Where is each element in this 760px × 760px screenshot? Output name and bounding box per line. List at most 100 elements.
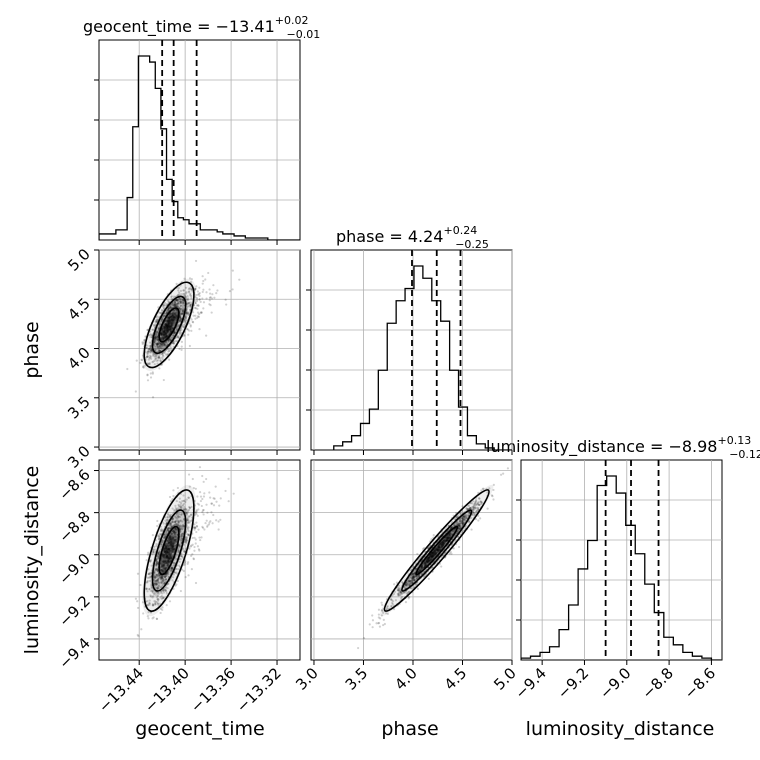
sample-point xyxy=(175,311,178,314)
sample-point xyxy=(161,557,164,561)
sample-point xyxy=(436,549,439,553)
sample-point xyxy=(165,561,168,565)
sample-point xyxy=(440,544,444,547)
sample-point xyxy=(161,344,164,347)
sample-point xyxy=(210,502,214,505)
sample-point xyxy=(155,583,158,586)
sample-point xyxy=(432,533,435,537)
sample-point xyxy=(499,473,503,476)
sample-point xyxy=(173,318,176,321)
sample-point xyxy=(161,553,165,556)
sample-point xyxy=(165,324,168,328)
sample-point xyxy=(171,547,174,550)
sample-point xyxy=(172,489,175,492)
sample-point xyxy=(151,617,154,620)
sample-point xyxy=(167,317,171,320)
sample-point xyxy=(163,550,167,553)
sample-point xyxy=(167,341,170,344)
sample-point xyxy=(461,523,465,526)
sample-point xyxy=(209,496,212,499)
sample-point xyxy=(159,565,162,569)
density-level-0 xyxy=(142,278,196,371)
sample-point xyxy=(212,504,216,507)
sample-point xyxy=(167,560,170,563)
sample-point xyxy=(168,325,171,329)
sample-point xyxy=(462,519,465,522)
sample-point xyxy=(161,564,164,568)
sample-point xyxy=(181,307,184,311)
sample-point xyxy=(186,526,189,529)
sample-point xyxy=(181,325,184,328)
sample-point xyxy=(157,537,161,540)
sample-point xyxy=(371,619,375,622)
sample-point xyxy=(180,537,183,540)
sample-point xyxy=(162,591,166,594)
sample-point xyxy=(149,356,152,359)
sample-point xyxy=(465,507,468,510)
sample-point xyxy=(156,318,159,321)
sample-point xyxy=(176,334,179,337)
sample-point xyxy=(175,299,179,302)
sample-point xyxy=(161,356,164,359)
sample-point xyxy=(163,343,166,346)
sample-point xyxy=(164,519,167,522)
sample-point xyxy=(166,539,169,542)
sample-point xyxy=(187,533,190,536)
sample-point xyxy=(159,337,163,340)
sample-point xyxy=(186,305,189,309)
sample-point xyxy=(170,295,173,298)
sample-point xyxy=(430,555,434,558)
sample-point xyxy=(184,540,187,543)
sample-point xyxy=(215,292,218,295)
sample-point xyxy=(179,300,182,303)
sample-point xyxy=(154,346,157,349)
sample-point xyxy=(165,551,169,554)
sample-point xyxy=(189,324,192,327)
sample-point xyxy=(164,560,167,563)
sample-point xyxy=(415,577,418,580)
sample-point xyxy=(429,555,433,558)
sample-point xyxy=(149,351,152,354)
sample-point xyxy=(416,559,420,562)
sample-point xyxy=(163,560,166,563)
sample-point xyxy=(158,574,161,577)
sample-point xyxy=(440,545,443,548)
sample-point xyxy=(458,523,461,526)
sample-point xyxy=(416,552,419,556)
sample-point xyxy=(154,582,157,585)
sample-point xyxy=(187,302,191,305)
sample-point xyxy=(172,541,175,544)
sample-point xyxy=(162,563,166,567)
sample-point xyxy=(165,333,168,336)
sample-point xyxy=(177,513,181,516)
sample-point xyxy=(155,582,158,586)
sample-point xyxy=(149,345,152,348)
sample-point xyxy=(166,550,169,553)
sample-point xyxy=(201,526,205,529)
sample-point xyxy=(492,483,495,486)
sample-point xyxy=(437,544,441,548)
sample-point xyxy=(169,544,173,547)
sample-point xyxy=(172,548,175,551)
sample-point xyxy=(407,579,411,582)
sample-point xyxy=(168,348,171,351)
sample-point xyxy=(163,335,166,338)
sample-point xyxy=(176,304,180,308)
sample-point xyxy=(184,295,187,299)
sample-point xyxy=(156,579,159,582)
sample-point xyxy=(168,549,171,552)
sample-point xyxy=(411,580,414,583)
sample-point xyxy=(168,319,171,322)
sample-point xyxy=(169,325,173,328)
sample-point xyxy=(185,312,188,315)
sample-point xyxy=(398,589,401,592)
sample-point xyxy=(476,503,479,506)
sample-point xyxy=(165,540,169,543)
sample-point xyxy=(461,531,464,534)
sample-point xyxy=(193,549,196,552)
sample-point xyxy=(440,565,443,568)
sample-point xyxy=(151,590,154,593)
sample-point xyxy=(397,587,400,590)
sample-point xyxy=(449,533,452,537)
sample-point xyxy=(173,531,176,534)
